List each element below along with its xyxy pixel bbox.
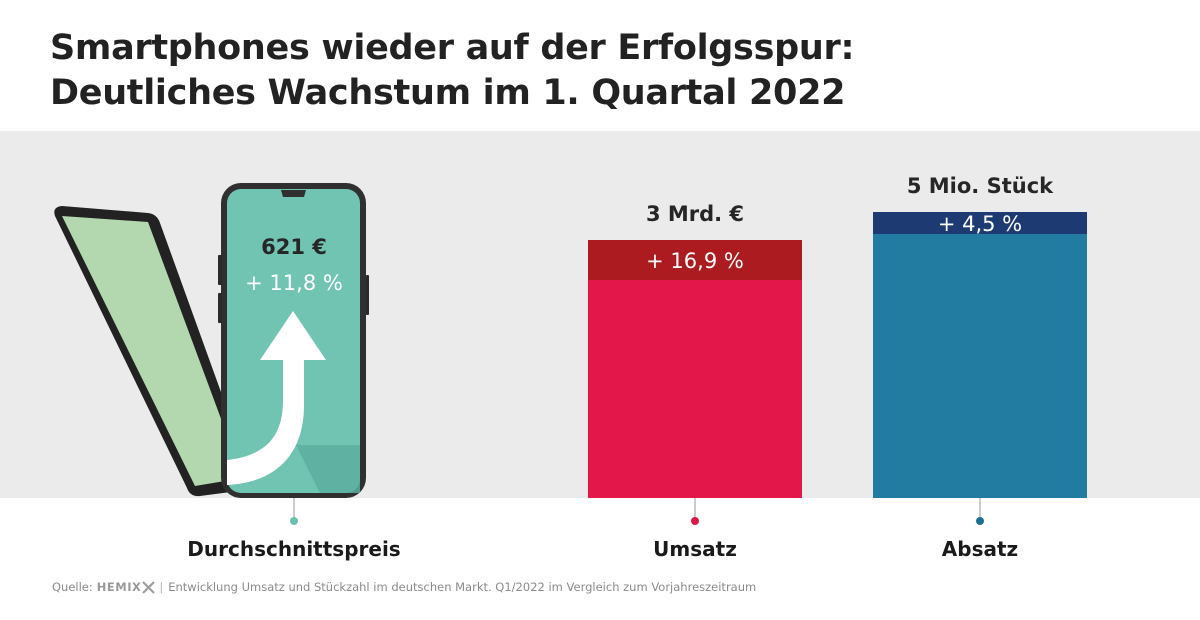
bar-growth-segment-umsatz <box>588 240 802 280</box>
chart-title-line-1: Smartphones wieder auf der Erfolgsspur: <box>50 28 855 68</box>
front-phone-icon <box>218 183 369 498</box>
tilted-phone-icon <box>54 206 253 497</box>
bar-group <box>588 212 1087 498</box>
category-label-umsatz: Umsatz <box>653 537 737 561</box>
footer-separator: | <box>159 580 164 594</box>
value-label-durchschnittspreis: 621 € <box>261 235 327 259</box>
footer-brand: HEMIX <box>96 580 142 594</box>
bar-umsatz <box>588 240 802 498</box>
label-group: 621 € + 11,8 % Durchschnittspreis 3 Mrd. € +… <box>187 174 1054 561</box>
brand-x-logo <box>142 580 156 594</box>
growth-label-durchschnittspreis: + 11,8 % <box>245 271 343 295</box>
chart-title: Smartphones wieder auf der Erfolgsspur: … <box>50 26 854 116</box>
footer: Quelle: HEMIX | Entwicklung Umsatz und S… <box>52 580 756 594</box>
value-label-absatz: 5 Mio. Stück <box>907 174 1054 198</box>
bar-absatz <box>873 212 1087 498</box>
category-marker-absatz <box>976 517 984 525</box>
category-label-absatz: Absatz <box>942 537 1018 561</box>
bar-growth-segment-absatz <box>873 212 1087 234</box>
growth-label-absatz: + 4,5 % <box>938 212 1022 236</box>
footer-source-label: Quelle: <box>52 580 93 594</box>
category-label-durchschnittspreis: Durchschnittspreis <box>187 537 400 561</box>
growth-label-umsatz: + 16,9 % <box>646 249 744 273</box>
category-marker-umsatz <box>691 517 699 525</box>
footer-note: Entwicklung Umsatz und Stückzahl im deut… <box>168 580 757 594</box>
smartphone-illustration <box>54 183 369 498</box>
value-label-umsatz: 3 Mrd. € <box>646 202 744 226</box>
chart-title-line-2: Deutliches Wachstum im 1. Quartal 2022 <box>50 73 846 113</box>
growth-arrow-icon <box>227 311 326 485</box>
category-marker-durchschnittspreis <box>290 517 298 525</box>
